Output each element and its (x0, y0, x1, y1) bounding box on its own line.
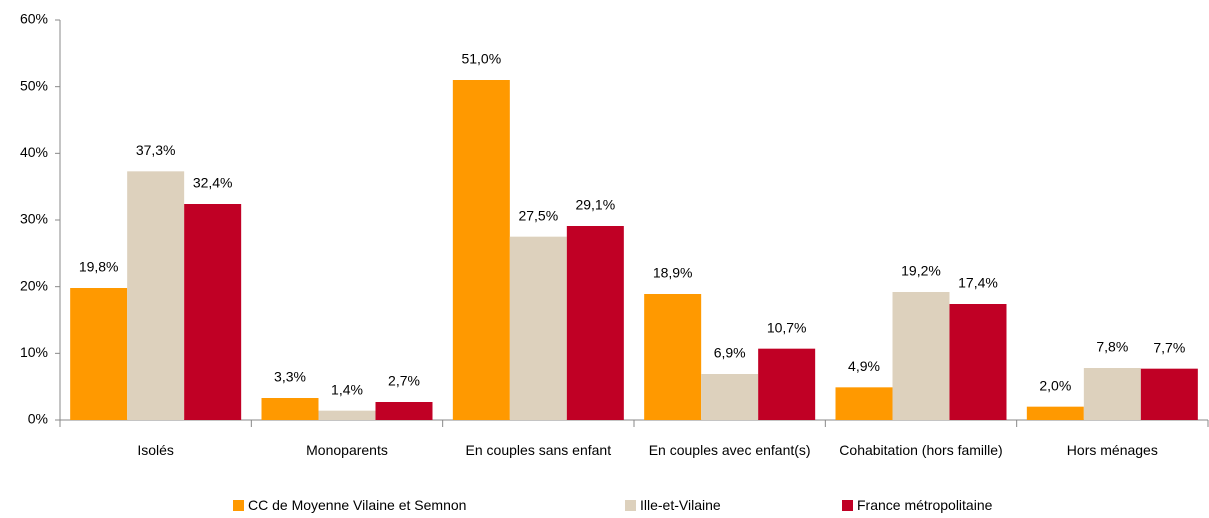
x-tick-label: Cohabitation (hors famille) (839, 442, 1003, 458)
bar (318, 410, 376, 420)
legend-item: France métropolitaine (842, 497, 992, 513)
value-label: 19,8% (79, 259, 119, 275)
bar (949, 304, 1007, 420)
value-label: 18,9% (653, 265, 693, 281)
value-label: 27,5% (518, 207, 558, 223)
bar (509, 236, 567, 420)
bar (375, 402, 433, 420)
bar (1026, 406, 1084, 420)
y-tick-label: 30% (20, 211, 48, 227)
bar (644, 294, 702, 420)
bar (892, 292, 950, 420)
value-label: 32,4% (193, 175, 233, 191)
x-tick-label: Hors ménages (1066, 442, 1158, 458)
x-tick-label: En couples sans enfant (465, 442, 612, 458)
bar (184, 204, 242, 420)
bar (1083, 368, 1141, 420)
x-tick-label: En couples avec enfant(s) (648, 442, 811, 458)
value-label: 2,0% (1039, 377, 1071, 393)
y-tick-label: 0% (28, 411, 48, 427)
bar (261, 398, 319, 420)
value-label: 7,8% (1096, 339, 1128, 355)
value-label: 19,2% (901, 263, 941, 279)
value-label: 4,9% (848, 358, 880, 374)
y-tick-label: 40% (20, 144, 48, 160)
bar (835, 387, 893, 420)
value-label: 10,7% (767, 319, 807, 335)
legend-item: CC de Moyenne Vilaine et Semnon (233, 497, 466, 513)
value-label: 17,4% (958, 275, 998, 291)
legend-label: Ille-et-Vilaine (640, 497, 721, 513)
x-tick-label: Isolés (137, 442, 174, 458)
value-label: 29,1% (575, 197, 615, 213)
value-label: 3,3% (274, 369, 306, 385)
legend-label: CC de Moyenne Vilaine et Semnon (248, 497, 467, 513)
bar (70, 288, 128, 420)
value-label: 6,9% (714, 345, 746, 361)
legend: CC de Moyenne Vilaine et Semnon Ille-et-V… (0, 497, 1209, 517)
value-label: 1,4% (331, 381, 363, 397)
legend-item: Ille-et-Vilaine (625, 497, 721, 513)
y-tick-label: 60% (20, 11, 48, 27)
value-label: 51,0% (461, 51, 501, 67)
bar (127, 171, 185, 420)
legend-swatch (842, 499, 853, 511)
y-tick-label: 10% (20, 344, 48, 360)
value-label: 7,7% (1153, 339, 1185, 355)
y-tick-label: 20% (20, 277, 48, 293)
bar (1140, 368, 1198, 420)
legend-swatch (625, 499, 636, 511)
bar (566, 226, 624, 420)
x-tick-label: Monoparents (306, 442, 388, 458)
bar (452, 80, 510, 420)
y-tick-label: 50% (20, 77, 48, 93)
value-label: 2,7% (388, 373, 420, 389)
value-label: 37,3% (136, 142, 176, 158)
bar (701, 374, 759, 420)
bar (758, 348, 816, 420)
legend-swatch (233, 499, 244, 511)
legend-label: France métropolitaine (857, 497, 993, 513)
